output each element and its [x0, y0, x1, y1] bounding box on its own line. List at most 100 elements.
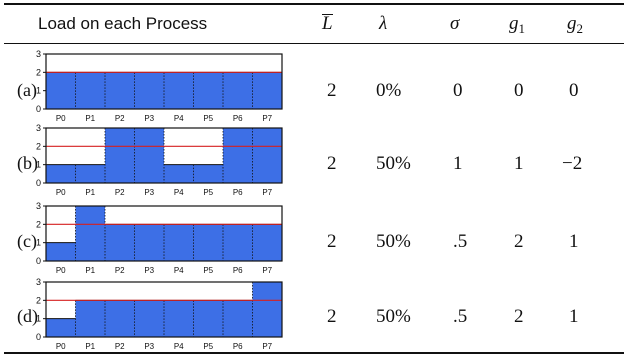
bar-p4 — [164, 300, 194, 337]
bar-p1 — [75, 164, 105, 183]
bar-p5 — [193, 224, 223, 261]
x-tick-label: P1 — [85, 114, 95, 123]
x-tick-label: P0 — [56, 114, 66, 123]
bottom-rule — [4, 352, 624, 354]
x-tick-label: P2 — [115, 342, 125, 351]
row-a-g2: 0 — [569, 80, 579, 101]
row-c-g2: 1 — [569, 231, 579, 252]
y-tick-label: 1 — [36, 160, 41, 170]
row-c-lambda: 50% — [376, 231, 411, 252]
x-tick-label: P7 — [262, 188, 272, 197]
bar-chart-svg: 0 1 2 3 P0 P1 P2 P3 P4 P5 P6 P7 — [36, 278, 283, 351]
y-tick-label: 1 — [36, 238, 41, 248]
bar-p6 — [223, 128, 253, 183]
row-b-g2: −2 — [562, 153, 583, 174]
row-d-g1: 2 — [514, 306, 524, 327]
y-tick-label: 1 — [36, 314, 41, 324]
x-tick-label: P1 — [85, 266, 95, 275]
header-l-avg: L — [322, 13, 333, 34]
y-tick-label: 0 — [36, 104, 41, 114]
x-tick-label: P3 — [144, 114, 154, 123]
bar-p2 — [105, 72, 135, 109]
y-tick-label: 0 — [36, 256, 41, 266]
row-a-lambda: 0% — [376, 80, 402, 101]
row-c-L: 2 — [327, 231, 337, 252]
bar-p0 — [46, 164, 76, 183]
row-label-c: (c) — [17, 231, 37, 251]
bar-chart-svg: 0 1 2 3 P0 P1 P2 P3 P4 P5 P6 P7 — [36, 202, 283, 275]
x-tick-label: P5 — [203, 114, 213, 123]
bar-p0 — [46, 72, 76, 109]
row-b-lambda: 50% — [376, 153, 411, 174]
plot-frame — [45, 127, 283, 184]
y-tick-label: 2 — [36, 67, 41, 77]
x-tick-label: P0 — [56, 266, 66, 275]
x-tick-label: P0 — [56, 342, 66, 351]
y-tick-label: 0 — [36, 178, 41, 188]
header-lambda: λ — [379, 13, 388, 34]
plot-frame — [45, 205, 283, 262]
bar-p3 — [134, 224, 164, 261]
bar-p1 — [75, 206, 105, 261]
header-g2: g2 — [567, 13, 583, 37]
load-table: Load on each Process L λ σ g1 g2 (a) 0 1 2… — [4, 0, 624, 360]
bar-p3 — [134, 128, 164, 183]
bar-p7 — [252, 282, 282, 337]
row-b-L: 2 — [327, 153, 337, 174]
row-c-sigma: .5 — [453, 231, 468, 252]
plot-frame — [45, 53, 283, 110]
bar-p3 — [134, 300, 164, 337]
load-chart-b: 0 1 2 3 P0 P1 P2 P3 P4 P5 P6 P7 — [32, 124, 292, 200]
bar-p5 — [193, 72, 223, 109]
header-rule — [4, 43, 624, 44]
x-tick-label: P2 — [115, 188, 125, 197]
load-chart-c: 0 1 2 3 P0 P1 P2 P3 P4 P5 P6 P7 — [32, 202, 292, 278]
header-g1: g1 — [509, 13, 525, 37]
x-tick-label: P4 — [174, 114, 184, 123]
x-tick-label: P3 — [144, 188, 154, 197]
bar-chart-svg: 0 1 2 3 P0 P1 P2 P3 P4 P5 P6 P7 — [36, 124, 283, 197]
top-rule — [4, 3, 624, 5]
bar-chart-svg: 0 1 2 3 P0 P1 P2 P3 P4 P5 P6 P7 — [36, 50, 283, 123]
bar-p6 — [223, 300, 253, 337]
x-tick-label: P5 — [203, 188, 213, 197]
load-chart-d: 0 1 2 3 P0 P1 P2 P3 P4 P5 P6 P7 — [32, 278, 292, 354]
x-tick-label: P7 — [262, 114, 272, 123]
x-tick-label: P0 — [56, 188, 66, 197]
bar-p0 — [46, 318, 76, 337]
row-d-sigma: .5 — [453, 306, 468, 327]
y-tick-label: 3 — [36, 278, 41, 287]
x-tick-label: P4 — [174, 188, 184, 197]
bar-p2 — [105, 224, 135, 261]
plot-frame — [45, 281, 283, 338]
row-a-g1: 0 — [514, 80, 524, 101]
bar-p1 — [75, 72, 105, 109]
x-tick-label: P2 — [115, 114, 125, 123]
bar-p6 — [223, 224, 253, 261]
y-tick-label: 3 — [36, 202, 41, 211]
x-tick-label: P7 — [262, 266, 272, 275]
bar-p4 — [164, 72, 194, 109]
row-b-sigma: 1 — [453, 153, 463, 174]
x-tick-label: P6 — [233, 114, 243, 123]
row-b-g1: 1 — [514, 153, 524, 174]
x-tick-label: P5 — [203, 342, 213, 351]
x-tick-label: P3 — [144, 342, 154, 351]
x-tick-label: P6 — [233, 188, 243, 197]
row-c-g1: 2 — [514, 231, 524, 252]
header-sigma: σ — [450, 13, 460, 34]
bar-p2 — [105, 300, 135, 337]
x-tick-label: P6 — [233, 266, 243, 275]
row-label-d: (d) — [17, 306, 38, 326]
y-tick-label: 3 — [36, 50, 41, 59]
bar-p7 — [252, 128, 282, 183]
x-tick-label: P5 — [203, 266, 213, 275]
y-tick-label: 2 — [36, 141, 41, 151]
x-tick-label: P1 — [85, 188, 95, 197]
bar-p4 — [164, 224, 194, 261]
row-d-g2: 1 — [569, 306, 579, 327]
y-tick-label: 2 — [36, 219, 41, 229]
y-tick-label: 2 — [36, 295, 41, 305]
bar-p2 — [105, 128, 135, 183]
x-tick-label: P4 — [174, 342, 184, 351]
